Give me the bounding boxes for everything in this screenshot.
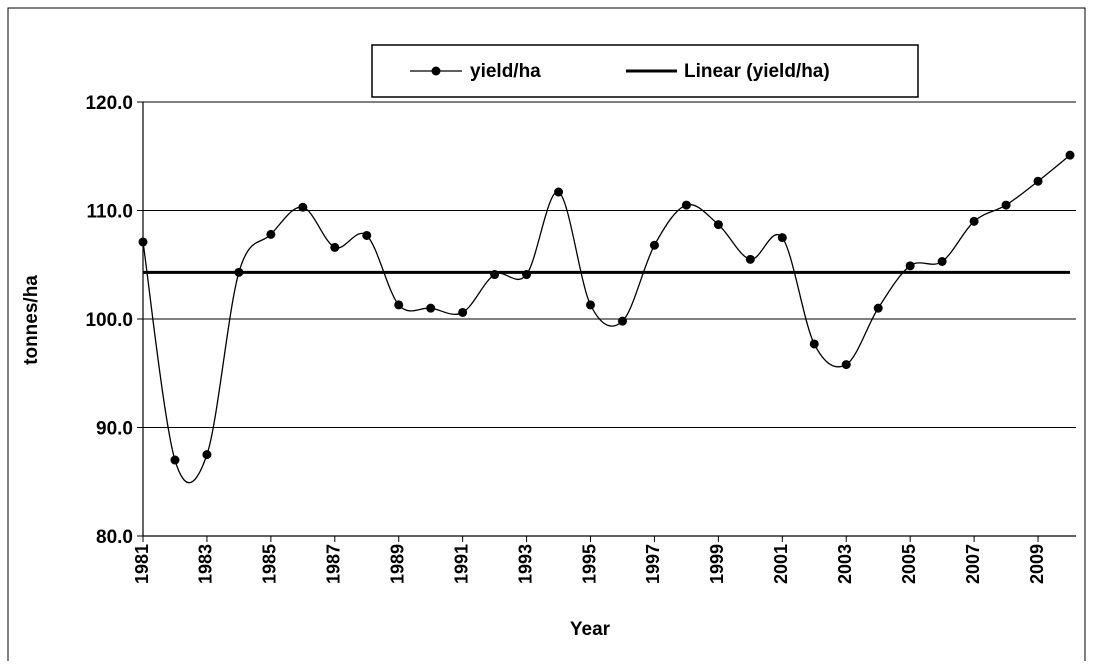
x-tick-label: 2005 bbox=[899, 544, 919, 584]
chart-border bbox=[7, 7, 1086, 666]
y-tick-label: 100.0 bbox=[85, 310, 133, 331]
y-axis-title: tonnes/ha bbox=[21, 275, 42, 365]
data-point bbox=[841, 360, 851, 370]
data-point bbox=[1033, 176, 1043, 186]
data-point bbox=[266, 229, 276, 239]
data-point bbox=[1065, 150, 1075, 160]
data-point bbox=[202, 450, 212, 460]
legend-label: yield/ha bbox=[470, 61, 541, 82]
data-point bbox=[713, 220, 723, 230]
x-tick-label: 2009 bbox=[1027, 544, 1047, 584]
legend-marker bbox=[431, 66, 441, 76]
x-tick-label: 2007 bbox=[963, 544, 983, 584]
x-tick-label: 2003 bbox=[835, 544, 855, 584]
y-tick-label: 110.0 bbox=[87, 202, 134, 223]
y-tick-label: 120.0 bbox=[85, 93, 133, 114]
x-tick-label: 1991 bbox=[451, 544, 471, 584]
data-point bbox=[170, 455, 180, 465]
x-tick-label: 1993 bbox=[515, 544, 535, 584]
legend-label: Linear (yield/ha) bbox=[684, 61, 830, 82]
x-tick-label: 2001 bbox=[771, 544, 791, 584]
x-tick-label: 1989 bbox=[387, 544, 407, 584]
data-point bbox=[138, 237, 148, 247]
data-point bbox=[522, 270, 532, 280]
data-point bbox=[458, 307, 468, 317]
data-point bbox=[617, 316, 627, 326]
x-tick-label: 1995 bbox=[579, 544, 599, 584]
data-point bbox=[554, 187, 564, 197]
data-point bbox=[490, 270, 500, 280]
data-point bbox=[809, 339, 819, 349]
x-tick-label: 1997 bbox=[643, 544, 663, 584]
data-point bbox=[586, 300, 596, 310]
data-point bbox=[681, 200, 691, 210]
series-line bbox=[142, 154, 1071, 484]
x-tick-label: 1987 bbox=[324, 544, 344, 584]
data-point bbox=[362, 230, 372, 240]
x-tick-label: 1983 bbox=[196, 544, 216, 584]
data-point bbox=[873, 303, 883, 313]
y-tick-label: 90.0 bbox=[96, 419, 133, 440]
data-point bbox=[1001, 200, 1011, 210]
data-point bbox=[777, 233, 787, 243]
x-tick-label: 1999 bbox=[707, 544, 727, 584]
data-point bbox=[745, 254, 755, 264]
data-point bbox=[969, 216, 979, 226]
x-axis-title: Year bbox=[570, 619, 611, 640]
data-point bbox=[330, 242, 340, 252]
data-point bbox=[937, 256, 947, 266]
data-point bbox=[649, 240, 659, 250]
y-tick-label: 80.0 bbox=[96, 527, 133, 548]
x-tick-label: 1985 bbox=[260, 544, 280, 584]
data-point bbox=[905, 261, 915, 271]
data-point bbox=[394, 300, 404, 310]
data-point bbox=[234, 267, 244, 277]
data-point bbox=[298, 202, 308, 212]
x-tick-label: 1981 bbox=[132, 544, 152, 584]
data-point bbox=[426, 303, 436, 313]
